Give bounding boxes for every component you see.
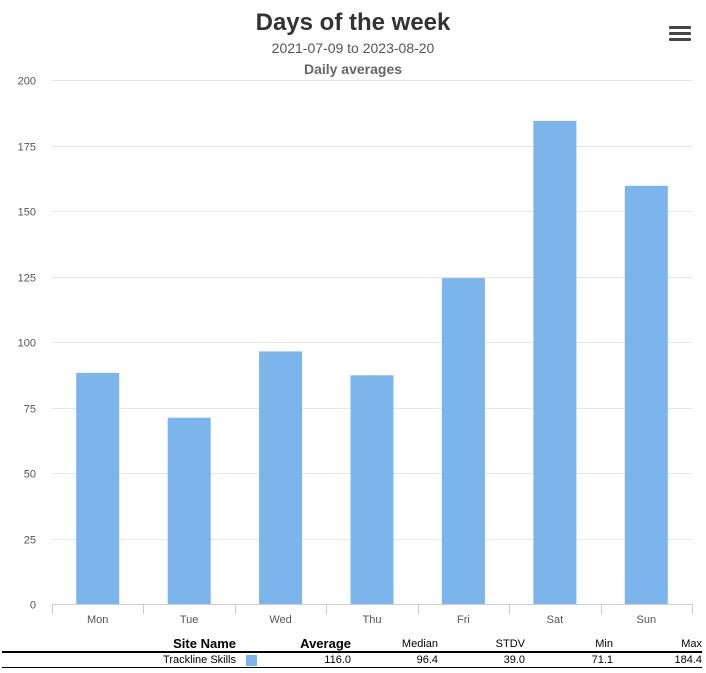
- x-tick-label-tue: Tue: [180, 614, 199, 626]
- x-axis-tick-labels: Mon Tue Wed Thu Fri Sat Sun: [87, 614, 656, 626]
- y-tick-label: 50: [24, 469, 36, 481]
- header-median: Median: [351, 636, 438, 653]
- bar-sat[interactable]: [533, 120, 577, 605]
- x-tick-label-thu: Thu: [363, 614, 382, 626]
- summary-row: Trackline Skills 116.0 96.4 39.0 71.1 18…: [2, 652, 702, 668]
- header-swatch: [236, 636, 266, 653]
- bar-sun[interactable]: [624, 185, 668, 605]
- bar-chart: 0 25 50 75 100 125 150 175 200 Mon Tue Wed Thu Fri Sa…: [18, 76, 693, 626]
- row-max: 184.4: [613, 652, 702, 668]
- row-stdv: 39.0: [438, 652, 525, 668]
- row-site-name: Trackline Skills: [2, 652, 236, 668]
- header-max: Max: [613, 636, 702, 653]
- header-stdv: STDV: [438, 636, 525, 653]
- x-tick-label-fri: Fri: [457, 614, 470, 626]
- header-site-name: Site Name: [2, 636, 236, 653]
- bar-fri[interactable]: [441, 278, 485, 604]
- bar-series: [76, 120, 668, 605]
- x-tick-label-mon: Mon: [87, 614, 108, 626]
- y-axis-tick-labels: 0 25 50 75 100 125 150 175 200: [18, 76, 36, 612]
- row-swatch: [236, 652, 266, 668]
- y-tick-label: 125: [18, 273, 36, 285]
- bar-mon[interactable]: [76, 372, 120, 604]
- y-tick-label: 75: [24, 404, 36, 416]
- chart-title: Days of the week: [255, 9, 451, 36]
- y-tick-label: 150: [18, 207, 36, 219]
- x-tick-label-sun: Sun: [637, 614, 657, 626]
- row-average: 116.0: [266, 652, 351, 668]
- bar-tue[interactable]: [167, 417, 211, 604]
- bar-wed[interactable]: [259, 351, 303, 604]
- y-tick-label: 175: [18, 142, 36, 154]
- x-axis: [52, 604, 693, 614]
- hamburger-menu-icon[interactable]: [669, 26, 691, 44]
- series-color-swatch-icon: [245, 654, 257, 666]
- y-tick-label: 200: [18, 76, 36, 88]
- row-median: 96.4: [351, 652, 438, 668]
- bar-thu[interactable]: [350, 375, 394, 604]
- header-average: Average: [266, 636, 351, 653]
- chart-subtitle: 2021-07-09 to 2023-08-20: [271, 40, 435, 56]
- y-tick-label: 25: [24, 535, 36, 547]
- chart-y-axis-title: Daily averages: [303, 61, 403, 77]
- row-min: 71.1: [525, 652, 613, 668]
- x-tick-label-wed: Wed: [269, 614, 291, 626]
- summary-header-row: Site Name Average Median STDV Min Max: [2, 636, 702, 653]
- summary-table: Site Name Average Median STDV Min Max Tr…: [2, 636, 702, 668]
- header-min: Min: [525, 636, 613, 653]
- x-tick-label-sat: Sat: [547, 614, 564, 626]
- y-tick-label: 0: [30, 600, 36, 612]
- y-tick-label: 100: [18, 338, 36, 350]
